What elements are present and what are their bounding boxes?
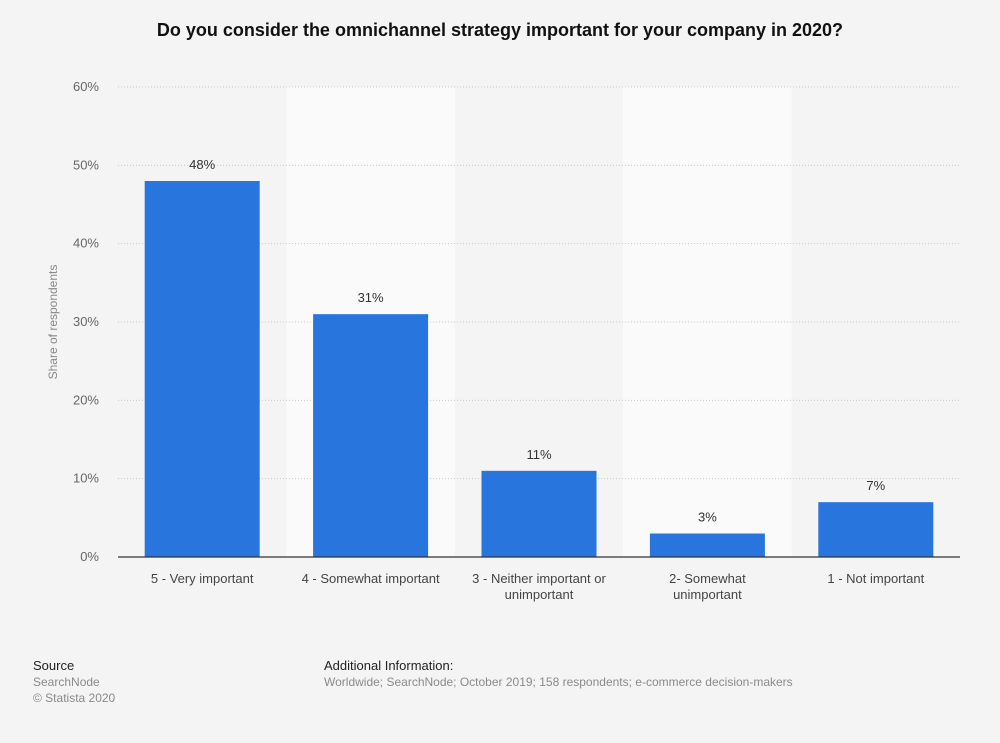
y-axis-label: Share of respondents (46, 264, 60, 380)
source-block: Source SearchNode © Statista 2020 (33, 658, 115, 705)
y-tick-label: 30% (73, 314, 99, 329)
x-tick-label: 1 - Not important (827, 571, 924, 586)
y-tick-label: 60% (73, 79, 99, 94)
data-label: 31% (358, 290, 384, 305)
source-heading: Source (33, 658, 75, 673)
x-tick-label: 3 - Neither important or (472, 571, 606, 586)
y-tick-label: 40% (73, 236, 99, 251)
additional-info-heading: Additional Information: (324, 658, 454, 673)
y-tick-label: 10% (73, 471, 99, 486)
y-tick-label: 50% (73, 157, 99, 172)
x-tick-label: 5 - Very important (151, 571, 254, 586)
bar (481, 470, 597, 557)
y-tick-label: 0% (80, 549, 99, 564)
data-label: 7% (866, 478, 885, 493)
y-tick-label: 20% (73, 392, 99, 407)
copyright-text: © Statista 2020 (33, 691, 116, 705)
data-label: 48% (189, 157, 215, 172)
additional-info-block: Additional Information: Worldwide; Searc… (324, 658, 793, 689)
chart-title: Do you consider the omnichannel strategy… (156, 20, 844, 40)
data-label: 11% (526, 447, 551, 462)
additional-info-text: Worldwide; SearchNode; October 2019; 158… (324, 675, 793, 689)
data-label: 3% (698, 510, 717, 525)
source-name[interactable]: SearchNode (33, 675, 100, 689)
x-tick-label: 4 - Somewhat important (302, 571, 440, 586)
bar (313, 314, 429, 557)
bar (144, 181, 260, 557)
x-tick-label: unimportant (505, 587, 574, 602)
bar (818, 502, 934, 557)
bar (649, 533, 765, 557)
x-tick-label: 2- Somewhat (669, 571, 746, 586)
x-tick-label: unimportant (673, 587, 742, 602)
